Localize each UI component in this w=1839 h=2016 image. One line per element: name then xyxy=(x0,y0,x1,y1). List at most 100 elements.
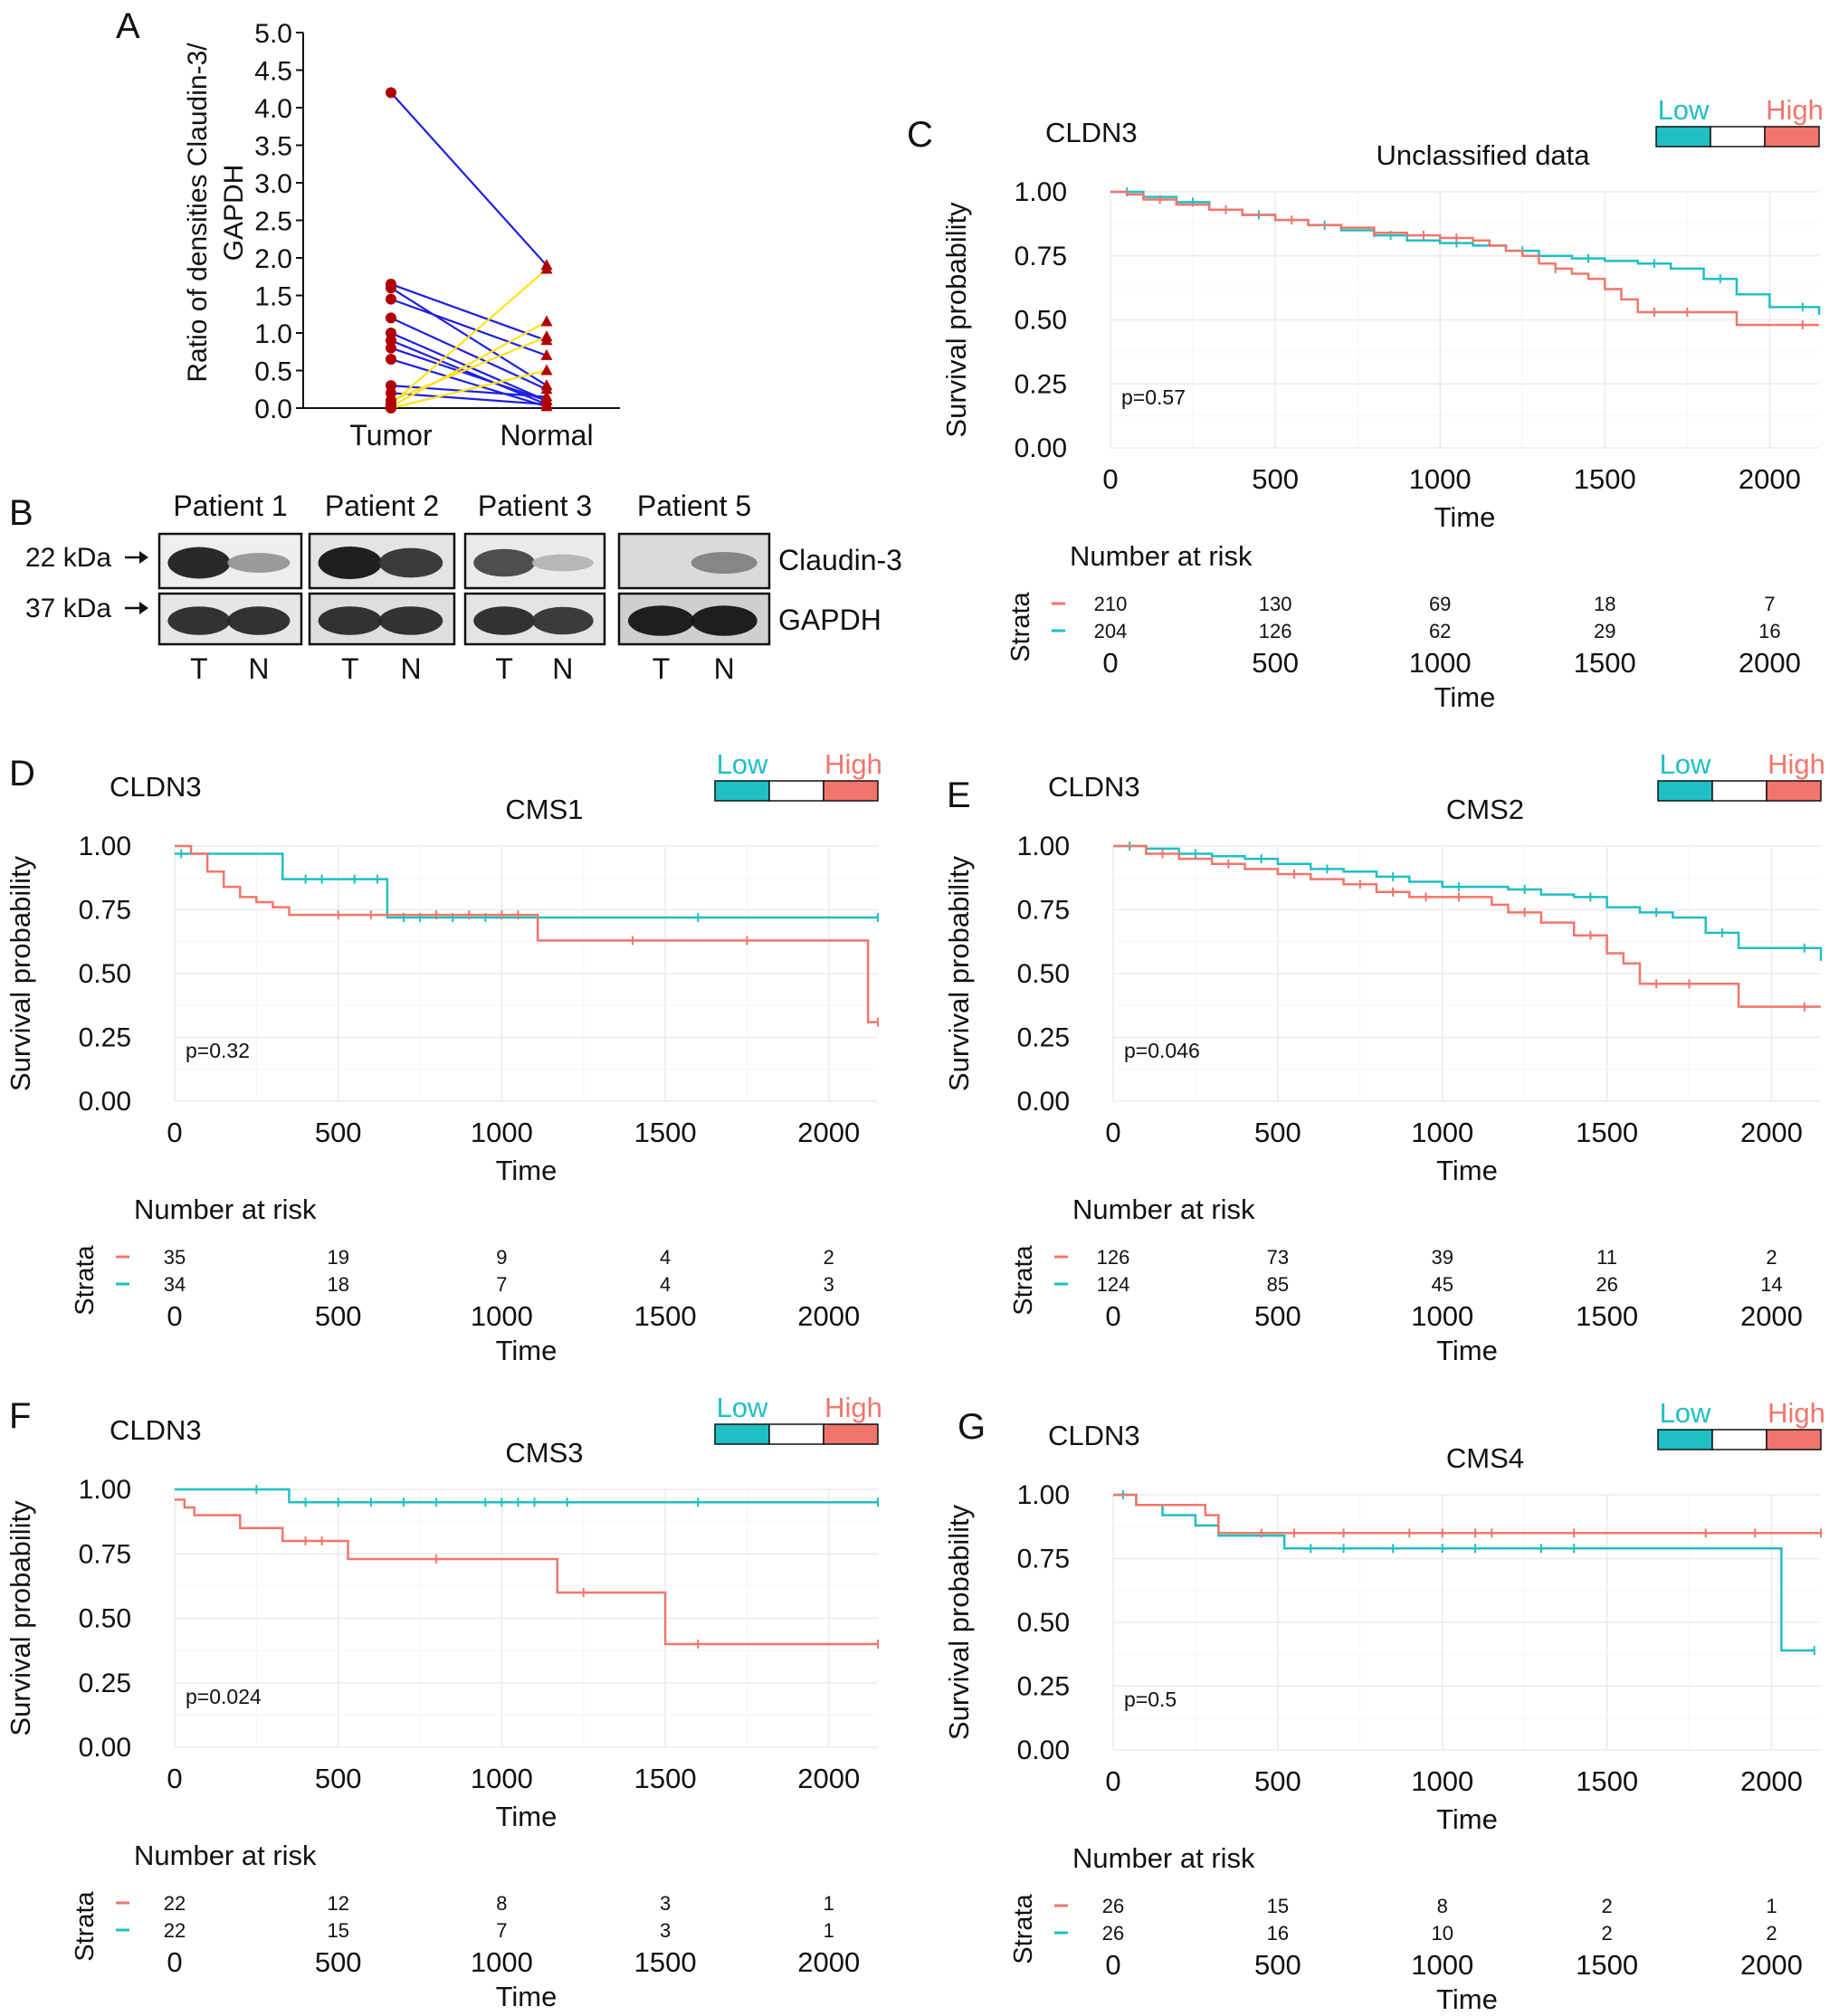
x-tick-label: 1000 xyxy=(1411,1117,1473,1148)
x-tick-label: 1500 xyxy=(634,1117,697,1148)
x-tick-label: 1500 xyxy=(1576,1117,1638,1148)
chart-title: CMS1 xyxy=(505,794,583,825)
x-tick-label: 500 xyxy=(315,1117,362,1148)
p-value: p=0.024 xyxy=(186,1685,262,1708)
lane-label: T xyxy=(341,652,359,685)
tumor-point xyxy=(386,328,396,338)
legend-low-label: Low xyxy=(1660,748,1711,780)
panel-letter: D xyxy=(9,754,35,794)
y-tick-label: 0.50 xyxy=(1015,306,1067,336)
strata-label: Strata xyxy=(1006,591,1035,661)
km-curve-high xyxy=(1113,1493,1821,1535)
gene-label: CLDN3 xyxy=(110,1414,202,1446)
risk-x-tick-label: 1500 xyxy=(634,1300,697,1332)
risk-x-tick-label: 1000 xyxy=(1411,1949,1473,1981)
risk-low-count: 1 xyxy=(824,1919,834,1942)
normal-point xyxy=(540,315,553,327)
x-category-label: Tumor xyxy=(349,419,433,452)
risk-low-count: 124 xyxy=(1097,1273,1130,1296)
strata-label: Strata xyxy=(71,1890,100,1961)
y-tick-label: 4.0 xyxy=(254,94,292,124)
y-tick-label: 2.0 xyxy=(254,244,292,274)
risk-x-tick-label: 2000 xyxy=(1739,647,1801,679)
normal-point xyxy=(540,348,553,360)
gene-label: CLDN3 xyxy=(110,771,202,803)
x-tick-label: 1000 xyxy=(471,1763,533,1794)
risk-high-count: 8 xyxy=(496,1892,507,1915)
legend-low-label: Low xyxy=(717,748,768,780)
risk-high-count: 3 xyxy=(660,1892,671,1915)
legend-low-swatch xyxy=(714,1423,770,1445)
panel-e: CLDN3 CMS2 Low High 0.00 0.25 0.50 0.75 1.00 Surv… xyxy=(943,748,1825,1366)
legend-high-swatch xyxy=(1766,1429,1822,1450)
risk-table-title: Number at risk xyxy=(1072,1842,1255,1874)
risk-high-count: 73 xyxy=(1267,1246,1289,1269)
panel-d: CLDN3 CMS1 Low High 0.00 0.25 0.50 0.75 1.00 Surv… xyxy=(5,748,882,1366)
risk-high-count: 210 xyxy=(1094,593,1128,615)
y-tick-label: 0.5 xyxy=(254,357,292,387)
risk-x-tick-label: 0 xyxy=(167,1300,182,1332)
legend-low-swatch xyxy=(1657,1429,1713,1450)
y-tick-label: 0.50 xyxy=(1017,1608,1070,1638)
risk-x-axis-label: Time xyxy=(496,1335,557,1366)
normal-point xyxy=(540,383,553,395)
risk-x-tick-label: 1000 xyxy=(471,1946,533,1978)
lane-label: N xyxy=(248,652,269,685)
blot-band xyxy=(167,547,231,579)
risk-x-axis-label: Time xyxy=(496,1981,557,2012)
legend-high-swatch xyxy=(823,1423,879,1445)
risk-low-count: 22 xyxy=(164,1919,186,1942)
panel-letter: G xyxy=(958,1407,986,1447)
y-tick-label: 0.75 xyxy=(1017,1545,1070,1574)
tumor-point xyxy=(386,87,396,99)
risk-high-count: 39 xyxy=(1431,1246,1453,1269)
km-curve-high xyxy=(175,1498,878,1646)
panel-c: CLDN3 Unclassified data Low High 0.00 0.25 0.5… xyxy=(940,94,1824,713)
x-tick-label: 2000 xyxy=(1739,463,1801,495)
y-tick-label: 0.00 xyxy=(1017,1087,1070,1117)
risk-x-axis-label: Time xyxy=(1434,681,1496,713)
risk-high-count: 126 xyxy=(1097,1246,1130,1269)
y-tick-label: 0.25 xyxy=(1017,1023,1070,1053)
legend-low-swatch xyxy=(714,780,770,802)
pair-line xyxy=(390,385,548,398)
legend-gap xyxy=(1711,780,1768,802)
pair-line xyxy=(390,347,548,402)
blot-band xyxy=(691,605,758,636)
lane-label: T xyxy=(653,652,671,685)
y-tick-label: 0.50 xyxy=(1017,959,1070,989)
legend-low-swatch xyxy=(1655,126,1711,147)
mw-marker-label: 37 kDa xyxy=(25,594,111,623)
km-curve-high xyxy=(1113,844,1821,1008)
y-tick-label: 0.25 xyxy=(79,1669,131,1698)
risk-low-count: 126 xyxy=(1259,620,1292,642)
x-tick-label: 0 xyxy=(1102,463,1118,495)
x-tick-label: 2000 xyxy=(797,1117,860,1148)
legend-high-swatch xyxy=(1764,126,1820,147)
band-name: Claudin-3 xyxy=(778,544,902,576)
risk-x-tick-label: 500 xyxy=(1254,1300,1301,1332)
y-tick-label: 0.50 xyxy=(79,1604,131,1634)
y-tick-label: 1.5 xyxy=(254,282,292,312)
blot-band xyxy=(691,551,758,575)
risk-low-count: 7 xyxy=(496,1919,507,1942)
panel-letter: C xyxy=(907,115,933,155)
y-tick-label: 0.0 xyxy=(254,395,292,424)
tumor-point xyxy=(386,395,396,406)
lane-label: N xyxy=(552,652,573,685)
panel-letter: F xyxy=(9,1396,31,1436)
risk-x-tick-label: 2000 xyxy=(797,1946,860,1978)
y-tick-label: 0.25 xyxy=(1015,369,1067,399)
risk-x-tick-label: 1500 xyxy=(1576,1300,1638,1332)
y-tick-label: 0.75 xyxy=(1017,896,1070,926)
legend-high-label: High xyxy=(824,748,882,780)
pair-line xyxy=(390,339,548,405)
risk-high-count: 1 xyxy=(824,1892,834,1915)
tumor-point xyxy=(386,335,396,347)
p-value: p=0.32 xyxy=(186,1039,250,1062)
y-axis-label: Survival probability xyxy=(5,855,36,1091)
y-tick-label: 3.5 xyxy=(254,132,292,162)
risk-high-count: 130 xyxy=(1259,593,1292,615)
y-tick-label: 1.0 xyxy=(254,319,292,349)
